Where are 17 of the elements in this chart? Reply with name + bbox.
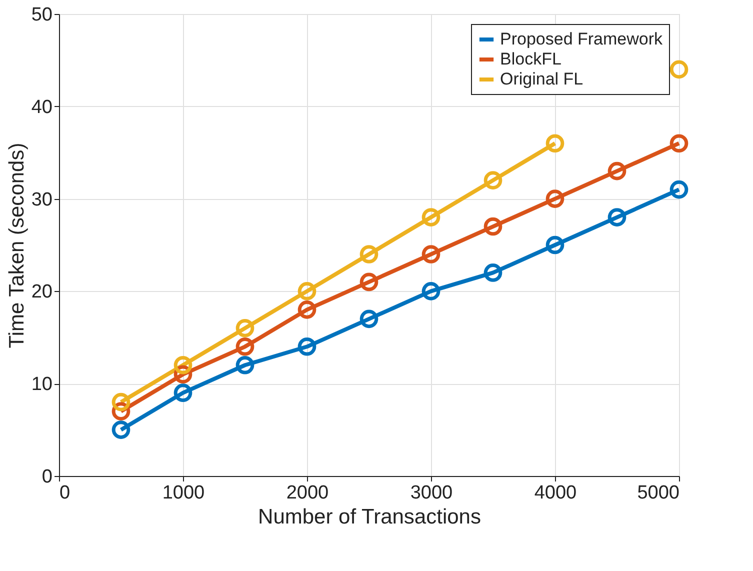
x-tick-label: 4000 [534, 482, 577, 504]
y-tick-label: 20 [31, 282, 52, 303]
y-tick-label: 40 [31, 96, 52, 118]
y-tick-label: 50 [31, 4, 52, 26]
x-tick-label: 1000 [162, 482, 205, 504]
y-tick-label: 10 [31, 374, 52, 396]
x-tick-label: 2000 [286, 482, 329, 504]
legend-label: BlockFL [500, 50, 562, 68]
legend-label: Proposed Framework [500, 30, 664, 48]
legend-label: Original FL [500, 70, 584, 88]
x-tick-label: 0 [60, 482, 70, 504]
y-tick-label: 30 [31, 189, 52, 210]
x-axis-title: Number of Transactions [258, 506, 481, 528]
x-tick-label: 3000 [410, 482, 453, 504]
y-axis-title: Time Taken (seconds) [5, 142, 28, 348]
x-tick-label: 5000 [637, 482, 680, 504]
y-tick-label: 0 [42, 466, 52, 488]
